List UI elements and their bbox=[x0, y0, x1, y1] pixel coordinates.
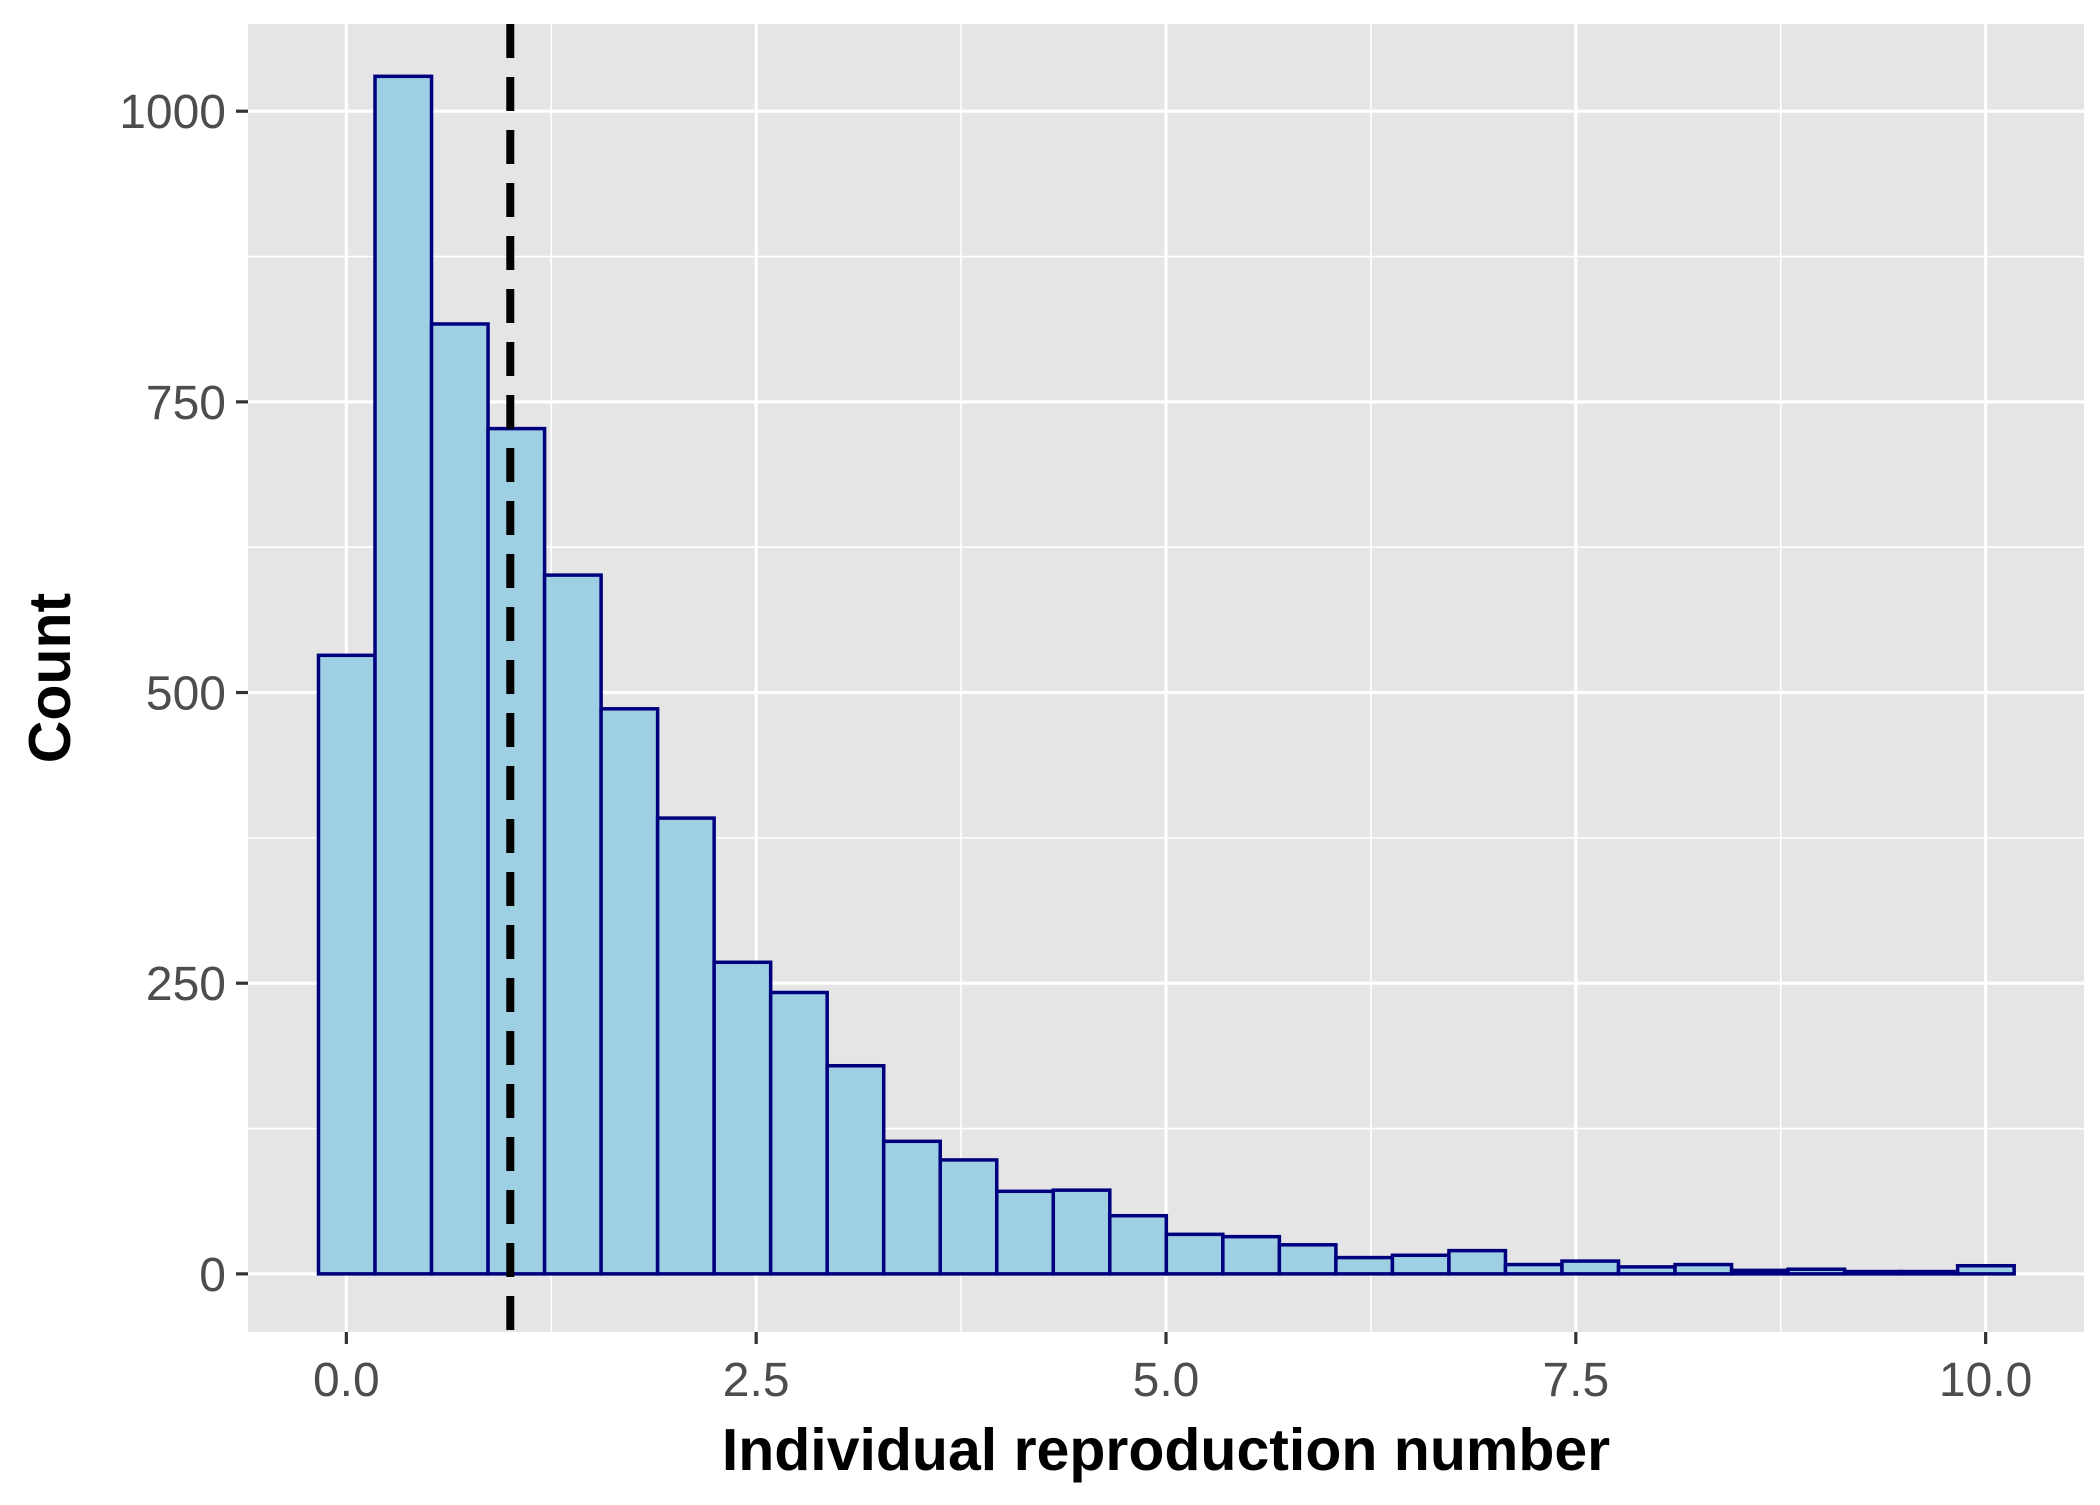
y-tick-label: 0 bbox=[199, 1249, 226, 1302]
y-tick-label: 500 bbox=[146, 668, 226, 721]
histogram-bar bbox=[938, 1158, 999, 1276]
histogram-bar bbox=[1108, 1213, 1169, 1276]
histogram-bar bbox=[429, 322, 490, 1276]
histogram-bar bbox=[1447, 1248, 1508, 1276]
histogram-bar bbox=[712, 960, 773, 1276]
histogram-bar bbox=[1221, 1234, 1282, 1276]
histogram-bar bbox=[1673, 1262, 1734, 1276]
histogram-bar bbox=[1729, 1268, 1790, 1276]
histogram-bar bbox=[655, 816, 716, 1276]
y-tick-label: 750 bbox=[146, 377, 226, 430]
histogram-bar bbox=[1503, 1262, 1564, 1276]
histogram-bar bbox=[881, 1139, 942, 1276]
histogram-bar bbox=[486, 426, 547, 1276]
histogram-bar bbox=[1390, 1253, 1451, 1276]
histogram-bar bbox=[599, 707, 660, 1276]
x-tick-label: 7.5 bbox=[1542, 1354, 1609, 1407]
histogram-bar bbox=[1164, 1232, 1225, 1276]
histogram-bar bbox=[1051, 1188, 1112, 1276]
y-tick-label: 250 bbox=[146, 958, 226, 1011]
x-axis: 0.0 2.5 5.0 7.5 10.0 bbox=[313, 1332, 2032, 1407]
y-tick-label: 1000 bbox=[119, 86, 226, 139]
x-axis-title: Individual reproduction number bbox=[722, 1417, 1610, 1483]
histogram-bar bbox=[373, 74, 434, 1276]
x-tick-label: 0.0 bbox=[313, 1354, 380, 1407]
x-tick-label: 10.0 bbox=[1939, 1354, 2032, 1407]
histogram-bar bbox=[1334, 1255, 1395, 1276]
y-axis-title: Count bbox=[17, 593, 83, 763]
histogram-bars bbox=[316, 74, 2016, 1276]
histogram-bar bbox=[1616, 1265, 1677, 1276]
histogram-bar bbox=[1955, 1263, 2016, 1276]
histogram-bar bbox=[1899, 1269, 1960, 1276]
histogram-bar bbox=[768, 990, 829, 1276]
y-axis: 0 250 500 750 1000 bbox=[119, 86, 248, 1302]
x-tick-label: 2.5 bbox=[723, 1354, 790, 1407]
histogram-bar bbox=[1277, 1243, 1338, 1276]
histogram-bar bbox=[1560, 1259, 1621, 1276]
histogram-bar bbox=[995, 1189, 1056, 1276]
histogram-bar bbox=[316, 653, 377, 1276]
histogram-bar bbox=[1786, 1267, 1847, 1276]
histogram-bar bbox=[542, 573, 603, 1276]
histogram-bar bbox=[1842, 1269, 1903, 1276]
histogram-bar bbox=[825, 1063, 886, 1276]
x-tick-label: 5.0 bbox=[1133, 1354, 1200, 1407]
